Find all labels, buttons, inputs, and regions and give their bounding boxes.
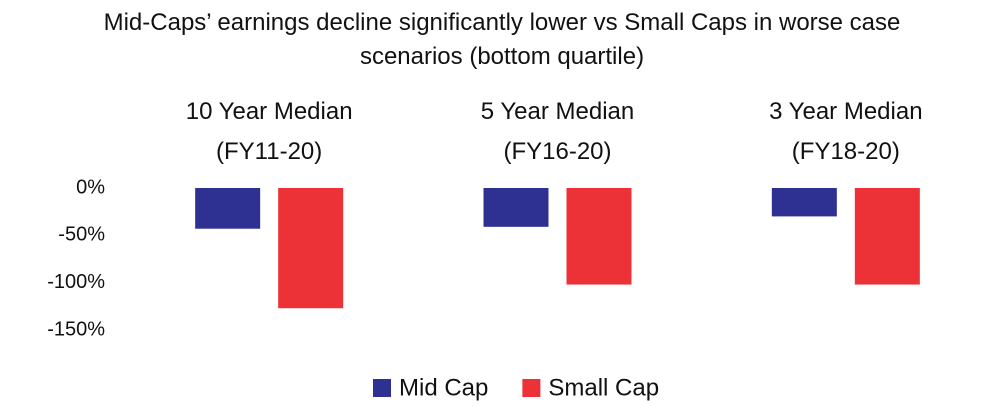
bar	[566, 188, 632, 285]
bar	[854, 188, 920, 285]
bar	[195, 188, 261, 229]
y-tick-label: -100%	[47, 271, 105, 293]
legend-label: Mid Cap	[399, 374, 488, 401]
category-label: 3 Year Median (FY18-20)	[769, 98, 923, 165]
bar	[771, 188, 837, 217]
category-label: 10 Year Median (FY11-20)	[185, 98, 353, 165]
bar	[483, 188, 549, 227]
y-tick-label: 0%	[76, 176, 105, 198]
chart-title: Mid-Caps’ earnings decline significantly…	[103, 9, 901, 70]
y-tick-label: -150%	[47, 318, 105, 340]
legend-label: Small Cap	[548, 374, 659, 401]
legend-swatch	[522, 379, 541, 397]
y-tick-label: -50%	[58, 224, 105, 246]
category-label: 5 Year Median (FY16-20)	[480, 98, 635, 165]
legend-swatch	[373, 379, 391, 397]
bar	[278, 188, 344, 309]
